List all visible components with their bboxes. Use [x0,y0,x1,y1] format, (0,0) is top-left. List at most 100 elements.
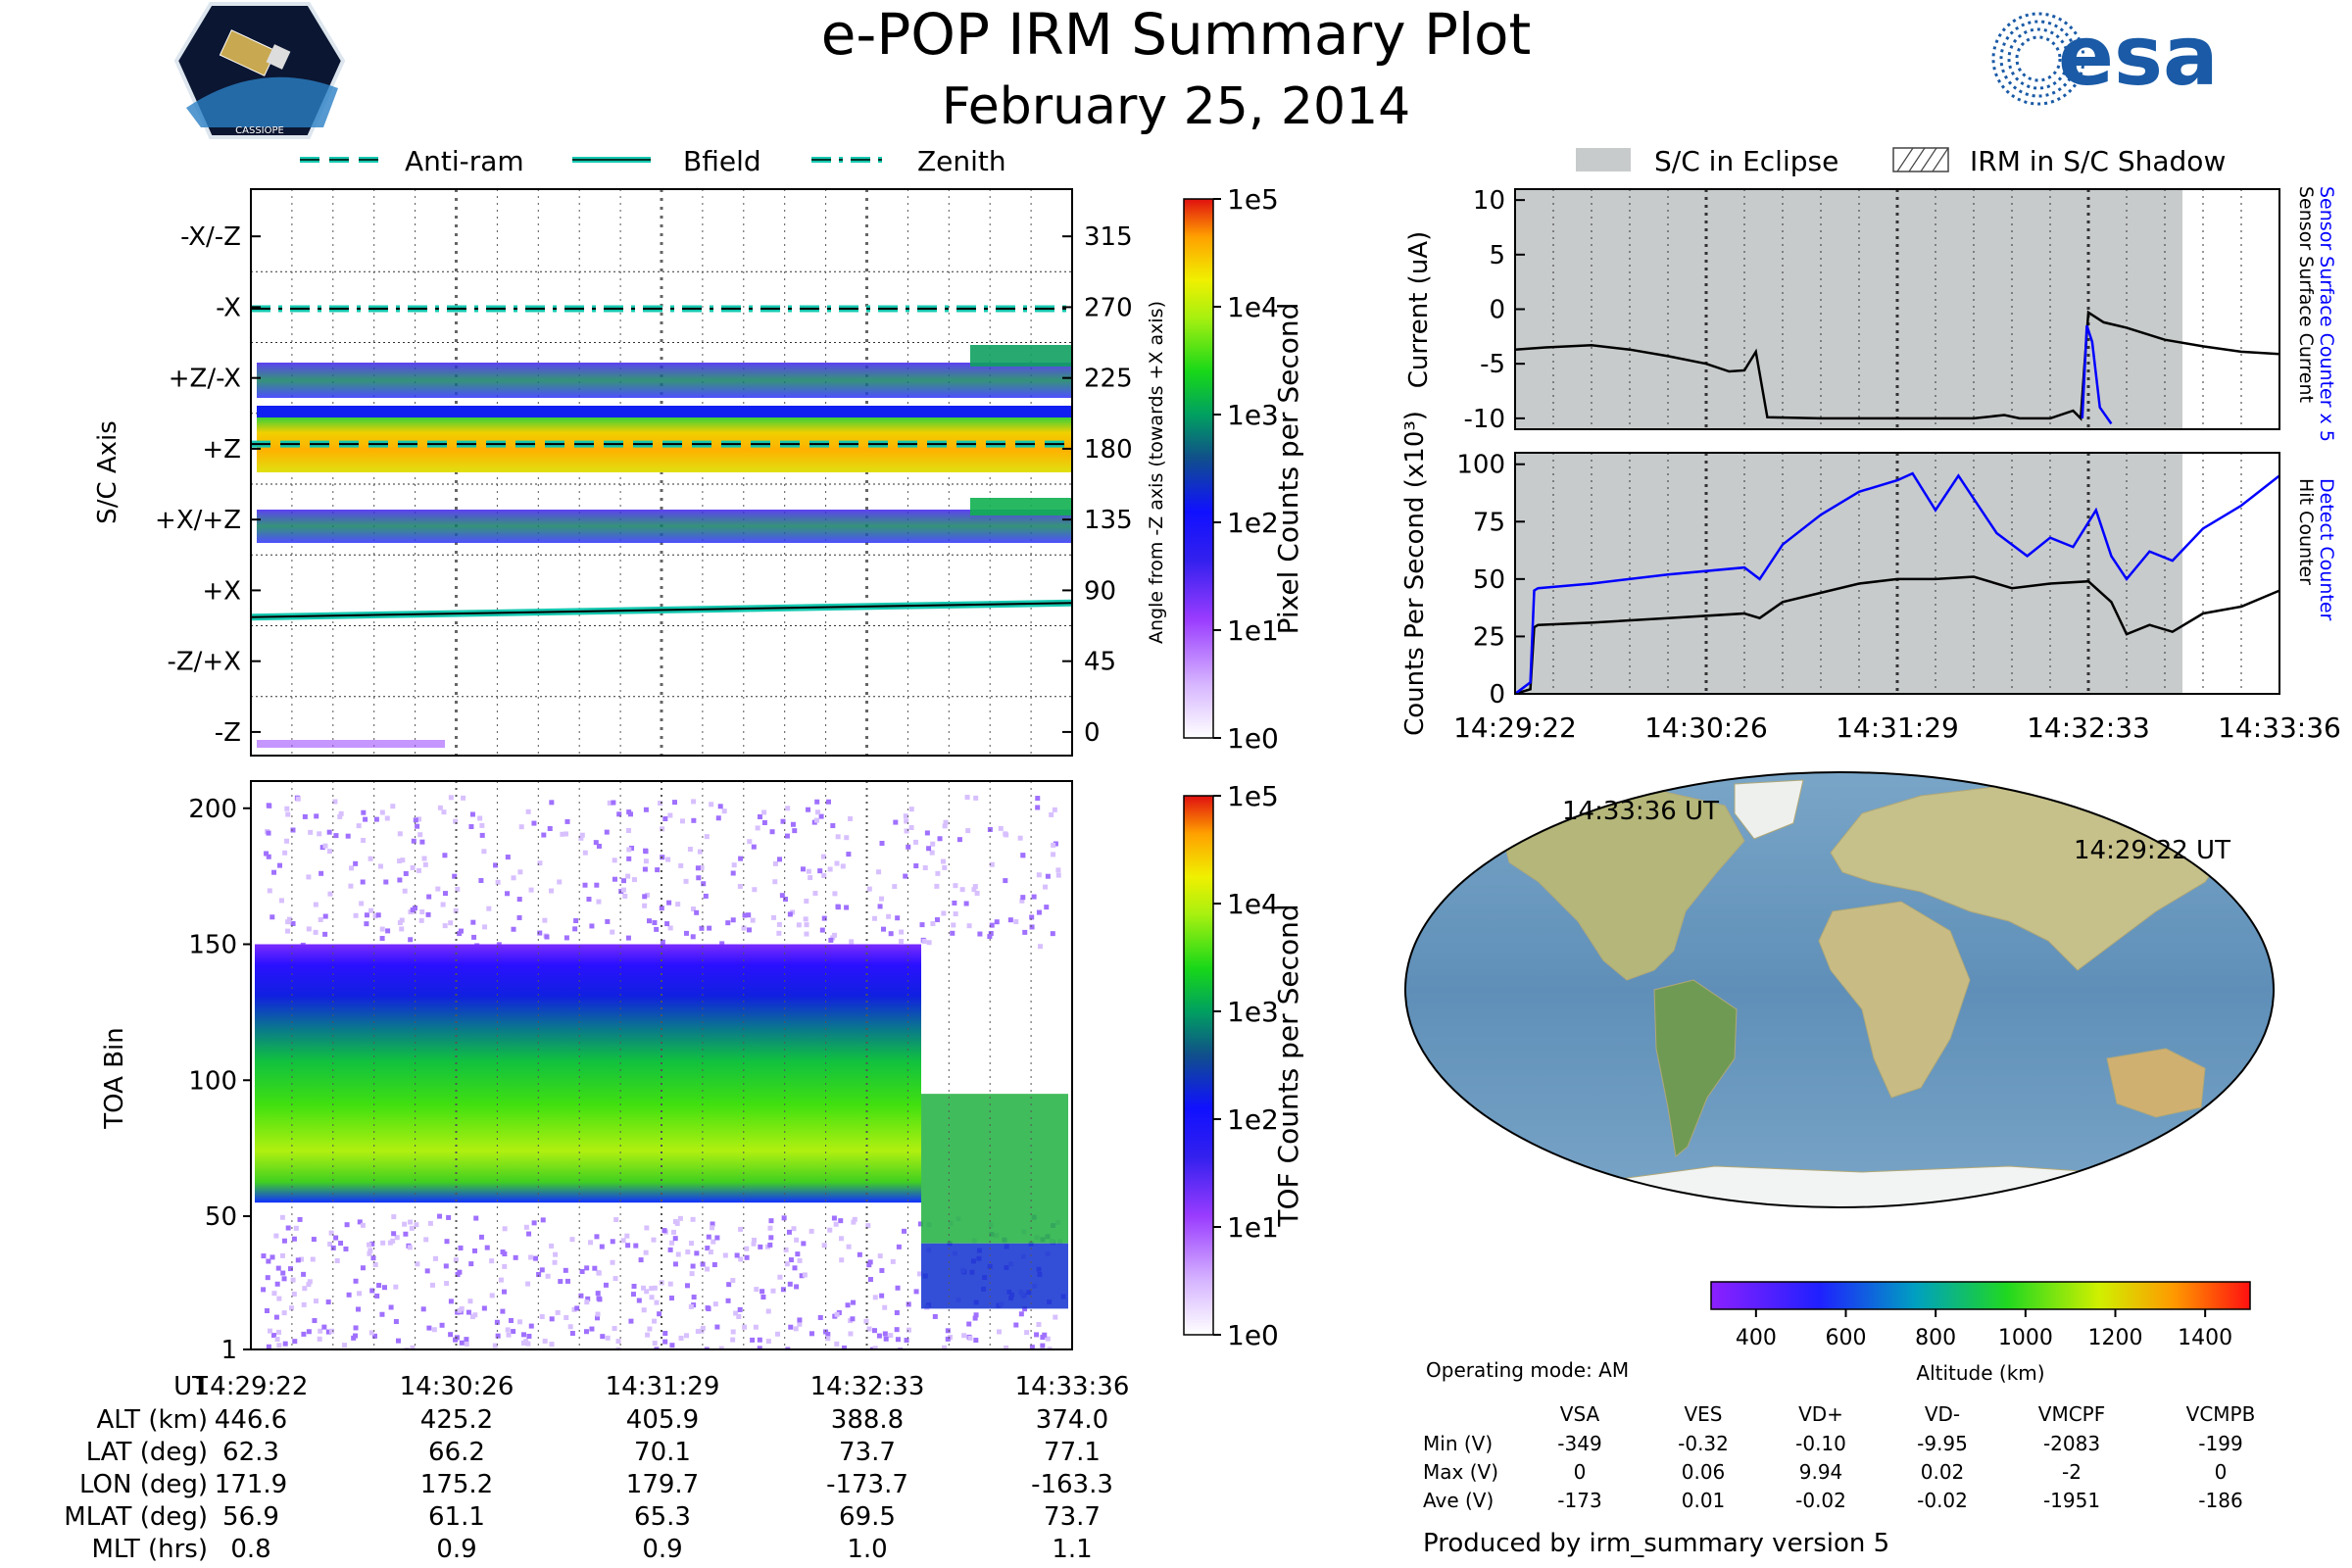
ytick-label: 25 [1473,622,1505,652]
noise-pixel [540,1217,546,1223]
noise-pixel [440,902,446,907]
noise-pixel [797,1321,803,1327]
toa-noise [261,794,1066,1349]
noise-pixel [442,923,448,929]
noise-pixel [1053,1314,1058,1320]
noise-pixel [348,883,354,889]
noise-pixel [583,1329,589,1335]
noise-pixel [845,1302,851,1308]
map-annotation-start: 14:29:22 UT [2074,836,2230,865]
noise-pixel [287,1266,293,1272]
noise-pixel [626,809,632,815]
noise-pixel [738,1256,744,1262]
noise-pixel [879,896,885,902]
noise-pixel [612,858,617,863]
noise-pixel [996,1329,1002,1335]
noise-pixel [611,800,616,806]
noise-pixel [772,860,778,866]
legend-eclipse-label: S/C in Eclipse [1654,145,1838,177]
noise-pixel [942,823,948,829]
noise-pixel [730,917,736,923]
noise-pixel [757,813,762,819]
noise-pixel [453,818,459,824]
noise-pixel [622,893,628,899]
noise-pixel [664,921,670,927]
south-america-land [1653,979,1738,1157]
noise-pixel [950,930,956,936]
noise-pixel [439,1322,445,1328]
noise-pixel [877,904,883,909]
noise-pixel [313,1298,318,1304]
noise-pixel [518,824,524,830]
noise-pixel [1036,1322,1042,1328]
voltage-row-label: Ave (V) [1423,1489,1494,1512]
noise-pixel [284,838,290,844]
noise-pixel [966,923,972,929]
noise-pixel [321,1324,327,1330]
colorbar-tick-label: 1e2 [1227,507,1279,539]
ephemeris-row-label: LAT (deg) [86,1438,208,1467]
noise-pixel [273,1233,279,1239]
noise-pixel [902,1228,907,1234]
noise-pixel [276,1343,282,1348]
noise-pixel [397,831,403,837]
noise-pixel [753,1324,759,1330]
current-eclipse-region [1515,189,2182,429]
noise-pixel [866,886,872,892]
noise-pixel [758,1244,763,1250]
pixel-colorbar: 1e5 1e4 1e3 1e2 1e1 1e0 Pixel Counts per Seco… [1183,183,1304,755]
noise-pixel [812,891,818,897]
noise-pixel [817,1314,823,1320]
ephemeris-row-label: LON (deg) [79,1470,208,1499]
noise-pixel [667,812,673,818]
band-135-upper [970,498,1072,515]
noise-pixel [531,1220,537,1226]
noise-pixel [264,1307,270,1313]
noise-pixel [945,1336,951,1342]
noise-pixel [685,1250,691,1255]
noise-pixel [308,829,314,835]
noise-pixel [1045,873,1051,879]
noise-pixel [361,838,367,844]
noise-pixel [293,1225,299,1231]
noise-pixel [313,902,318,907]
noise-pixel [754,1287,760,1293]
noise-pixel [695,1329,701,1335]
noise-pixel [370,1255,376,1261]
noise-pixel [882,1331,888,1337]
noise-pixel [660,826,665,832]
noise-pixel [730,870,736,876]
voltage-row-label: Max (V) [1423,1460,1498,1484]
noise-pixel [865,1223,871,1229]
noise-pixel [819,927,825,933]
noise-pixel [904,1338,909,1344]
noise-pixel [415,1261,420,1267]
noise-pixel [414,1222,419,1228]
noise-pixel [1043,884,1049,890]
noise-pixel [799,1273,805,1279]
noise-pixel [660,939,665,945]
noise-pixel [646,918,652,924]
noise-pixel [817,868,823,874]
noise-pixel [446,1214,452,1220]
noise-pixel [280,1270,286,1276]
noise-pixel [857,1251,862,1257]
noise-pixel [505,855,511,860]
noise-pixel [1013,918,1019,924]
ephemeris-cell: 14:29:22 [194,1372,309,1401]
voltage-cell: -0.02 [1917,1489,1968,1512]
page-date: February 25, 2014 [942,77,1411,136]
noise-pixel [267,1328,272,1334]
noise-pixel [652,919,658,925]
noise-pixel [403,1231,409,1237]
noise-pixel [919,922,925,928]
noise-pixel [649,1286,655,1292]
noise-pixel [444,1281,450,1287]
noise-pixel [834,1341,840,1347]
noise-pixel [360,879,366,885]
noise-pixel [457,1307,463,1313]
noise-pixel [779,893,785,899]
noise-pixel [924,830,930,836]
noise-pixel [828,937,834,943]
noise-pixel [574,1305,580,1311]
